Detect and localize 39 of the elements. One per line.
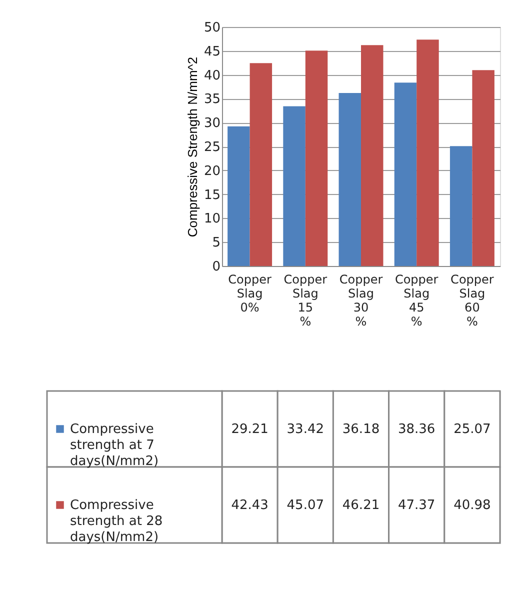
y-tick-label: 5 [212,236,220,251]
data-label: 29.21 [231,422,268,437]
bar [338,93,361,266]
y-tick-label: 30 [204,116,220,132]
y-tick-label: 40 [204,68,220,84]
data-label: 42.43 [231,498,268,513]
bar [394,82,417,266]
x-tick-label: Copper Slag 60 % [450,272,494,328]
y-tick-label: 35 [204,92,220,108]
data-label: 40.98 [454,498,491,513]
bar [228,126,250,266]
data-label: 36.18 [342,422,380,437]
data-label: 38.36 [398,422,436,437]
x-tick-label: Copper Slag 45 % [394,272,438,328]
data-label: 33.42 [286,422,324,437]
y-tick-label: 25 [204,140,220,155]
y-tick-label: 45 [204,44,220,60]
bar [250,63,272,266]
bar [305,50,328,266]
y-axis-title: Compressive Strength N/mm^2 [184,56,200,238]
x-tick-label: Copper Slag 15 % [284,272,328,328]
y-tick-label: 15 [204,188,220,203]
y-tick-label: 0 [212,260,220,274]
bar [283,106,306,266]
y-tick-label: 10 [204,212,220,227]
bar [361,45,384,266]
x-tick-label: Copper Slag 0% [228,272,272,314]
data-label: 45.07 [286,498,324,513]
legend-label: Compressive strength at 28 days(N/mm2) [70,498,163,545]
legend-label: Compressive strength at 7 days(N/mm2) [70,422,159,469]
y-tick-label: 20 [204,164,220,179]
x-tick-label: Copper Slag 30 % [339,272,383,328]
data-label: 46.21 [342,498,380,513]
data-label: 47.37 [398,498,436,513]
bar [416,40,439,266]
bar [472,70,494,266]
y-tick-label: 50 [204,20,220,36]
data-label: 25.07 [454,422,491,437]
bar [450,146,472,266]
